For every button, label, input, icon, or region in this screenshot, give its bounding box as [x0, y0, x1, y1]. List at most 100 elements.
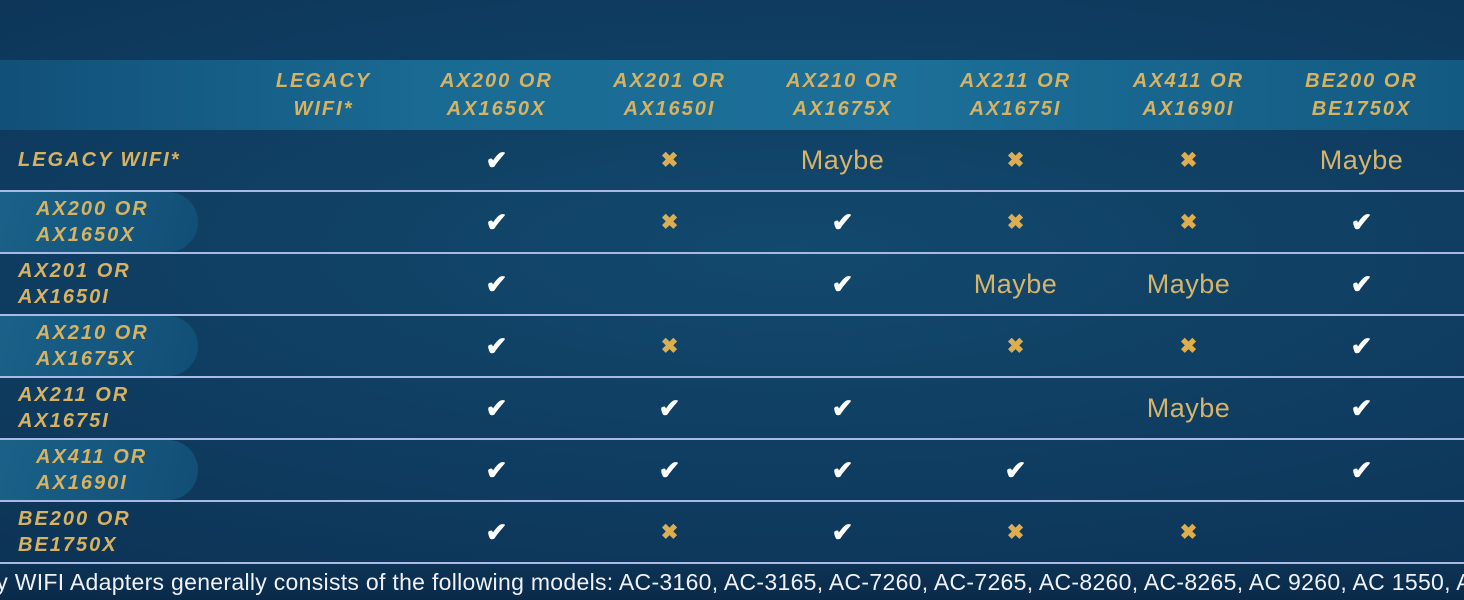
- compatibility-cell: ✔: [756, 192, 929, 252]
- compatibility-cell: ✔: [756, 440, 929, 500]
- compatibility-cell: ✔: [756, 378, 929, 438]
- column-header-line2: AX1650X: [446, 98, 547, 120]
- compatibility-cell: ✖: [1102, 192, 1275, 252]
- column-header-line2: WIFI*: [293, 98, 354, 120]
- column-header-line2: AX1690I: [1142, 98, 1235, 120]
- x-icon: ✖: [660, 148, 679, 172]
- row-label-cell: AX210 OR AX1675X: [0, 316, 237, 376]
- x-icon: ✖: [1006, 520, 1025, 544]
- column-header: AX201 OR AX1650I: [583, 67, 756, 123]
- x-icon: ✖: [1179, 334, 1198, 358]
- table-row: AX210 OR AX1675X ✔ ✖ ✖ ✖ ✔: [0, 314, 1464, 376]
- compatibility-cell: ✔: [410, 316, 583, 376]
- compatibility-cell: ✖: [583, 130, 756, 190]
- check-icon: ✔: [1350, 206, 1373, 237]
- compatibility-cell: [237, 378, 410, 438]
- compatibility-cell: Maybe: [1102, 378, 1275, 438]
- compatibility-cell: [756, 316, 929, 376]
- check-icon: ✔: [485, 454, 508, 485]
- check-icon: ✔: [485, 144, 508, 175]
- compatibility-cell: ✔: [410, 378, 583, 438]
- column-header: AX211 OR AX1675I: [929, 67, 1102, 123]
- compatibility-cell: ✖: [1102, 502, 1275, 562]
- row-label-line2: AX1690I: [36, 472, 128, 494]
- row-label-line1: AX211 OR: [18, 384, 130, 406]
- column-header: AX200 OR AX1650X: [410, 67, 583, 123]
- row-label-line2: AX1650X: [36, 224, 136, 246]
- row-label-line1: AX200 OR: [36, 198, 149, 220]
- compatibility-cell: ✖: [929, 130, 1102, 190]
- row-label: AX211 OR AX1675I: [18, 382, 129, 434]
- compatibility-cell: ✔: [410, 502, 583, 562]
- maybe-label: Maybe: [1319, 144, 1404, 175]
- top-margin-strip: [0, 0, 1464, 60]
- maybe-label: Maybe: [973, 268, 1058, 299]
- table-row: BE200 OR BE1750X ✔ ✖ ✔ ✖ ✖: [0, 500, 1464, 562]
- compatibility-cell: [237, 440, 410, 500]
- check-icon: ✔: [831, 454, 854, 485]
- compatibility-cell: ✔: [929, 440, 1102, 500]
- table-header-row: LEGACY WIFI* AX200 OR AX1650X AX201 OR AX1650…: [0, 60, 1464, 130]
- row-label-line1: LEGACY WIFI*: [18, 149, 181, 171]
- table-row: AX200 OR AX1650X ✔ ✖ ✔ ✖ ✖ ✔: [0, 190, 1464, 252]
- compatibility-cell: Maybe: [1102, 254, 1275, 314]
- x-icon: ✖: [1006, 334, 1025, 358]
- compatibility-cell: [237, 130, 410, 190]
- compatibility-cell: ✔: [1275, 316, 1448, 376]
- column-header-line2: AX1675I: [969, 98, 1062, 120]
- column-header-line2: AX1650I: [623, 98, 716, 120]
- row-label-line1: AX201 OR: [18, 260, 131, 282]
- check-icon: ✔: [485, 268, 508, 299]
- table-row: AX201 OR AX1650I ✔ ✔ Maybe Maybe ✔: [0, 252, 1464, 314]
- row-label-pill: [0, 192, 198, 252]
- x-icon: ✖: [1179, 210, 1198, 234]
- column-header-line1: AX210 OR: [786, 70, 899, 92]
- row-label: LEGACY WIFI*: [18, 147, 181, 173]
- row-label: AX200 OR AX1650X: [36, 196, 149, 248]
- compatibility-cell: ✖: [583, 316, 756, 376]
- compatibility-cell: ✖: [929, 316, 1102, 376]
- row-label-pill: [0, 440, 198, 500]
- column-header: AX210 OR AX1675X: [756, 67, 929, 123]
- row-label-cell: AX211 OR AX1675I: [0, 378, 237, 438]
- column-header-line2: AX1675X: [792, 98, 893, 120]
- row-label-line2: BE1750X: [18, 534, 118, 556]
- table-body: LEGACY WIFI* ✔ ✖ Maybe ✖ ✖ Maybe AX200 OR AX1650…: [0, 130, 1464, 562]
- x-icon: ✖: [660, 210, 679, 234]
- column-header-line2: BE1750X: [1311, 98, 1412, 120]
- compatibility-cell: ✖: [583, 192, 756, 252]
- check-icon: ✔: [485, 330, 508, 361]
- check-icon: ✔: [1350, 330, 1373, 361]
- compatibility-cell: ✖: [1102, 316, 1275, 376]
- compatibility-cell: ✔: [1275, 378, 1448, 438]
- column-header: LEGACY WIFI*: [237, 67, 410, 123]
- row-label: BE200 OR BE1750X: [18, 506, 131, 558]
- x-icon: ✖: [660, 334, 679, 358]
- compatibility-cell: ✔: [583, 440, 756, 500]
- row-label-cell: AX411 OR AX1690I: [0, 440, 237, 500]
- compatibility-cell: [583, 254, 756, 314]
- compatibility-cell: [237, 192, 410, 252]
- table-row: AX211 OR AX1675I ✔ ✔ ✔ Maybe ✔: [0, 376, 1464, 438]
- column-header-line1: LEGACY: [275, 70, 372, 92]
- maybe-label: Maybe: [800, 144, 885, 175]
- row-label-cell: AX200 OR AX1650X: [0, 192, 237, 252]
- compatibility-cell: [1102, 440, 1275, 500]
- compatibility-cell: ✔: [410, 440, 583, 500]
- maybe-label: Maybe: [1146, 392, 1231, 423]
- check-icon: ✔: [1350, 392, 1373, 423]
- row-label-cell: AX201 OR AX1650I: [0, 254, 237, 314]
- compatibility-cell: Maybe: [756, 130, 929, 190]
- column-header-line1: AX200 OR: [440, 70, 553, 92]
- compatibility-cell: ✖: [583, 502, 756, 562]
- row-label-line2: AX1650I: [18, 286, 110, 308]
- check-icon: ✔: [485, 206, 508, 237]
- footnote-bar: *Legacy WIFI Adapters generally consists…: [0, 562, 1464, 600]
- row-label-cell: LEGACY WIFI*: [0, 130, 237, 190]
- check-icon: ✔: [831, 392, 854, 423]
- row-label-pill: [0, 316, 198, 376]
- row-label: AX210 OR AX1675X: [36, 320, 149, 372]
- check-icon: ✔: [658, 392, 681, 423]
- compatibility-cell: [1275, 502, 1448, 562]
